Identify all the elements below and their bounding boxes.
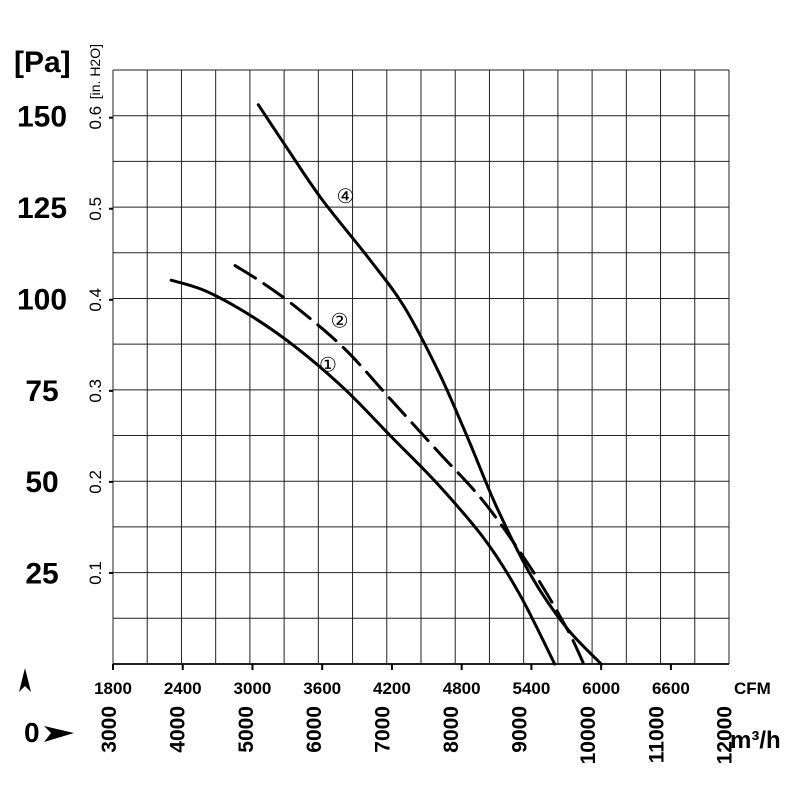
cfm-tick-label: 6000	[582, 679, 620, 698]
cfm-unit-label: CFM	[734, 679, 771, 698]
inh2o-tick-label: 0.4	[86, 288, 105, 312]
cfm-tick-label: 6600	[652, 679, 690, 698]
m3h-tick-label: 4000	[166, 706, 189, 753]
curve-line	[233, 264, 586, 666]
pa-axis: 25 50 75 100 125 150	[17, 101, 67, 591]
inh2o-tick-label: 0.1	[86, 561, 105, 585]
curve-number-label: ①	[319, 352, 337, 376]
curve-line	[256, 103, 603, 666]
curve-line	[169, 278, 557, 666]
cfm-tick-label: 3000	[234, 679, 272, 698]
cfm-tick-label: 4200	[373, 679, 411, 698]
cfm-tick-label: 4800	[443, 679, 481, 698]
pa-tick-label: 100	[17, 283, 67, 316]
pa-tick-label: 150	[17, 101, 67, 134]
cfm-tick-label: 3600	[303, 679, 341, 698]
inh2o-tick-label: 0.5	[86, 197, 105, 221]
cfm-tick-label: 5400	[513, 679, 551, 698]
m3h-unit-label: m³/h	[730, 727, 781, 754]
m3h-tick-label: 8000	[440, 706, 463, 753]
m3h-tick-label: 5000	[235, 706, 258, 753]
pa-tick-label: 25	[25, 558, 58, 591]
m3h-tick-label: 10000	[577, 706, 600, 764]
curve-number-label: ④	[336, 184, 354, 208]
m3h-tick-label: 3000	[98, 706, 121, 753]
cfm-tick-label: 2400	[164, 679, 202, 698]
inh2o-axis: 0.1 0.2 0.3 0.4 0.5 0.6	[86, 106, 113, 585]
m3h-tick-label: 6000	[303, 706, 326, 753]
inh2o-tick-label: 0.2	[86, 470, 105, 494]
chart-grid	[112, 69, 730, 665]
curves	[169, 103, 603, 666]
inh2o-tick-label: 0.6	[86, 106, 105, 130]
x-arrow-icon	[44, 726, 74, 742]
pa-tick-label: 75	[25, 375, 58, 408]
inh2o-tick-label: 0.3	[86, 379, 105, 403]
pa-unit-label: [Pa]	[14, 46, 71, 79]
m3h-axis: 3000 4000 5000 6000 7000 8000 9000 10000 11000 12…	[98, 706, 737, 764]
m3h-tick-label: 11000	[645, 706, 668, 763]
origin-label: 0	[24, 717, 40, 748]
pa-tick-label: 125	[17, 192, 67, 225]
pa-tick-label: 50	[25, 466, 58, 499]
cfm-tick-label: 1800	[94, 679, 132, 698]
cfm-axis: 1800 2400 3000 3600 4200 4800 5400 6000 6600	[94, 664, 690, 698]
inh2o-unit-label: [in. H2O]	[87, 44, 103, 99]
m3h-tick-label: 12000	[714, 706, 737, 764]
y-arrow-icon	[19, 668, 31, 692]
m3h-tick-label: 9000	[508, 706, 531, 753]
curve-labels: ① ② ④	[319, 184, 354, 376]
curve-number-label: ②	[331, 308, 349, 332]
m3h-tick-label: 7000	[372, 706, 395, 753]
